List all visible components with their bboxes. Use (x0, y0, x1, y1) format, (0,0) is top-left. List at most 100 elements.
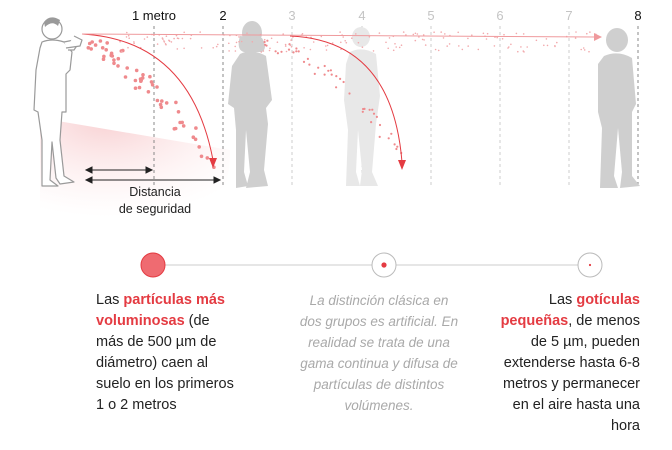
large-droplet (137, 85, 142, 90)
fine-droplet (522, 50, 525, 52)
fine-droplet (522, 33, 525, 35)
fine-droplet (361, 46, 364, 48)
medium-droplet (329, 69, 332, 72)
medium-droplet (378, 123, 382, 127)
fine-droplet (173, 37, 175, 40)
fine-droplet (394, 43, 396, 45)
medium-droplet (313, 72, 316, 75)
distance-label-1: 1 metro (131, 8, 177, 23)
large-droplet (134, 68, 139, 73)
medium-droplet (295, 47, 298, 50)
fine-droplet (217, 43, 219, 46)
large-droplet (194, 126, 198, 130)
distance-label-2: 2 (219, 8, 227, 23)
fine-droplet (535, 39, 538, 42)
fine-droplet (270, 37, 273, 40)
fine-droplet (503, 33, 505, 36)
fine-droplet (282, 33, 285, 35)
fine-droplet (183, 47, 185, 50)
fine-droplet (260, 51, 263, 53)
fine-droplet (554, 45, 556, 48)
medium-droplet (323, 73, 326, 76)
medium-droplet (302, 60, 306, 64)
fine-droplet (414, 32, 417, 35)
medium-droplet (339, 77, 342, 80)
medium-droplet (390, 132, 393, 135)
fine-droplet (121, 50, 123, 53)
fine-droplet (269, 47, 271, 50)
fine-droplet (434, 48, 437, 51)
fine-droplet (588, 50, 590, 53)
fine-droplet (471, 34, 473, 36)
large-droplet (112, 58, 116, 62)
continuum-note: La distinción clásica en dos grupos es a… (299, 293, 459, 413)
fine-droplet (546, 44, 549, 47)
fine-droplet (268, 49, 271, 52)
large-droplet (160, 99, 164, 103)
large-droplet (155, 98, 160, 103)
fine-droplet (355, 33, 357, 35)
fine-droplet (507, 47, 509, 49)
fine-droplet (170, 41, 173, 43)
medium-droplet (317, 66, 320, 69)
fine-droplet (200, 47, 203, 49)
medium-droplet (378, 135, 381, 138)
distance-label-3: 3 (288, 8, 296, 23)
fine-droplet (340, 48, 342, 51)
fine-droplet (342, 36, 345, 38)
fine-droplet (228, 42, 230, 45)
large-text-highlight: partículas más voluminosas (96, 292, 225, 329)
medium-droplet (330, 73, 333, 76)
medium-droplet (265, 44, 268, 47)
medium-droplet (266, 39, 269, 42)
large-droplet (159, 105, 164, 110)
fine-droplet (199, 31, 201, 33)
large-droplet (148, 74, 152, 79)
fine-droplet (181, 37, 184, 40)
fine-droplet (433, 31, 435, 33)
distance-label-6: 6 (496, 8, 504, 23)
fine-droplet (284, 45, 287, 47)
fine-droplet (284, 43, 287, 46)
safety-line-1: Distancia (129, 185, 181, 199)
fine-droplet (345, 41, 348, 44)
large-droplet (89, 47, 93, 51)
fine-droplet (189, 37, 192, 40)
large-droplet (101, 57, 106, 61)
large-droplet (133, 86, 138, 90)
person-2m-figure (228, 21, 272, 188)
fine-droplet (340, 41, 342, 44)
speaker-figure (33, 17, 83, 187)
fine-droplet (575, 31, 577, 33)
safety-distance-label: Distancia de seguridad (110, 184, 200, 218)
trajectory-large (81, 33, 217, 168)
fine-droplet (496, 36, 499, 39)
fine-droplet (156, 43, 159, 45)
fine-droplet (477, 48, 480, 51)
fine-droplet (351, 37, 353, 39)
fine-droplet (556, 41, 558, 44)
fine-droplet (467, 45, 470, 47)
fine-droplet (339, 31, 341, 33)
medium-droplet (342, 80, 345, 84)
medium-droplet (335, 75, 338, 78)
fine-droplet (143, 38, 146, 40)
fine-droplet (146, 36, 149, 38)
fine-droplet (501, 38, 504, 40)
large-droplet (174, 100, 178, 105)
medium-droplet (308, 63, 311, 66)
fine-droplet (589, 31, 591, 33)
large-droplet (112, 61, 116, 66)
large-droplet (173, 126, 178, 131)
small-text-highlight: gotículas pequeñas (500, 292, 640, 329)
particle-size-scale (140, 252, 603, 278)
medium-droplet (327, 69, 330, 72)
ground-glow (40, 118, 231, 229)
medium-droplet (306, 57, 309, 61)
large-droplet (164, 101, 169, 105)
large-droplet (90, 40, 94, 44)
medium-droplet (396, 145, 399, 148)
fine-droplet (251, 41, 254, 43)
fine-droplet (235, 41, 238, 44)
fine-droplet (400, 44, 403, 46)
